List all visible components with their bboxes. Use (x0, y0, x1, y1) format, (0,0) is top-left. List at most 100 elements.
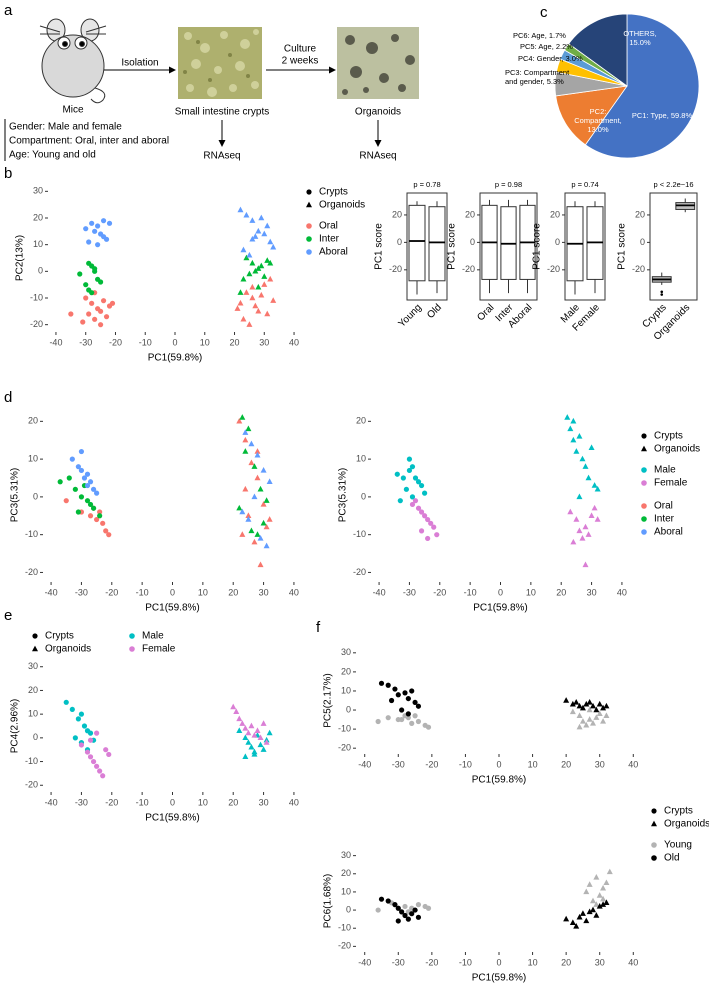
legend-swatch (641, 480, 647, 486)
point (72, 486, 78, 492)
point (270, 297, 277, 303)
point (251, 732, 258, 738)
legend-swatch (641, 516, 647, 522)
point (583, 917, 590, 924)
point (270, 243, 277, 250)
point (100, 234, 107, 240)
point (378, 896, 385, 902)
point (593, 912, 600, 918)
point (394, 471, 400, 477)
point (573, 448, 580, 454)
point (57, 479, 63, 485)
point (418, 509, 425, 515)
point (100, 773, 106, 779)
point (600, 901, 607, 907)
y-tick-label: 0 (33, 732, 38, 742)
point (83, 295, 89, 301)
point (66, 475, 72, 481)
point (83, 282, 89, 288)
point (260, 501, 267, 507)
point (600, 704, 607, 711)
point (242, 436, 249, 443)
point (255, 307, 262, 314)
point (90, 486, 97, 492)
point (87, 754, 94, 760)
plot-frame (406, 192, 448, 301)
point (249, 259, 256, 266)
point (397, 498, 403, 504)
point (586, 908, 593, 915)
assay-label: RNAseq (203, 151, 240, 162)
point (582, 523, 589, 530)
point (569, 700, 576, 707)
point (585, 474, 592, 481)
point (434, 532, 440, 538)
point (87, 513, 94, 519)
point (260, 746, 267, 752)
y-tick-label: -20 (547, 264, 560, 274)
point (257, 485, 264, 492)
x-tick-label: -10 (459, 957, 472, 967)
legend-label: Crypts (654, 431, 683, 442)
point (600, 895, 607, 902)
x-tick-label: 10 (198, 797, 208, 807)
x-tick-label: 30 (587, 587, 597, 597)
legend-swatch (129, 646, 135, 652)
assay-label: RNAseq (359, 151, 396, 162)
point (570, 417, 577, 424)
point (248, 743, 255, 750)
point (92, 266, 98, 272)
crypts-image (178, 27, 262, 99)
legend-label: Oral (654, 501, 673, 512)
legend-label: Organoids (45, 644, 91, 655)
point (409, 501, 416, 508)
point (83, 226, 89, 232)
point (243, 211, 250, 218)
point (569, 919, 576, 925)
point (263, 497, 270, 503)
point (590, 906, 596, 913)
point (567, 425, 574, 432)
point (252, 267, 259, 274)
point (586, 881, 593, 887)
point (405, 711, 411, 717)
plot-frame (479, 192, 538, 301)
x-tick-label: 30 (595, 759, 605, 769)
point (422, 513, 428, 519)
point (395, 918, 401, 924)
point (254, 727, 261, 733)
point (264, 257, 271, 263)
point (69, 456, 75, 462)
point (573, 699, 580, 705)
detail: Gender: Male and female (9, 122, 122, 133)
point (254, 451, 261, 458)
point (582, 561, 589, 568)
x-tick-label: -20 (433, 587, 446, 597)
point (576, 702, 583, 709)
point (266, 729, 273, 736)
point (240, 246, 247, 253)
point (264, 310, 271, 317)
point (422, 490, 428, 496)
y-tick-label: 20 (635, 209, 645, 219)
point (576, 433, 583, 439)
slice-label: OTHERS, (623, 29, 656, 38)
x-tick-label: -40 (45, 587, 58, 597)
x-tick-label: 10 (200, 337, 210, 347)
point (431, 524, 437, 530)
y-tick-label: 20 (33, 212, 43, 222)
x-tick-label: -20 (425, 957, 438, 967)
point (606, 868, 613, 875)
box (408, 204, 426, 282)
y-axis-label: PC3(5.31%) (338, 468, 349, 522)
point (84, 498, 91, 504)
y-tick-label: 10 (28, 709, 38, 719)
point (243, 289, 250, 295)
point (239, 414, 246, 420)
y-tick-label: -10 (25, 529, 38, 539)
x-tick-label: 30 (595, 957, 605, 967)
point (385, 898, 391, 904)
x-tick-label: -30 (75, 797, 88, 807)
point (81, 475, 88, 481)
slice-label: and gender, 5.3% (505, 77, 564, 86)
